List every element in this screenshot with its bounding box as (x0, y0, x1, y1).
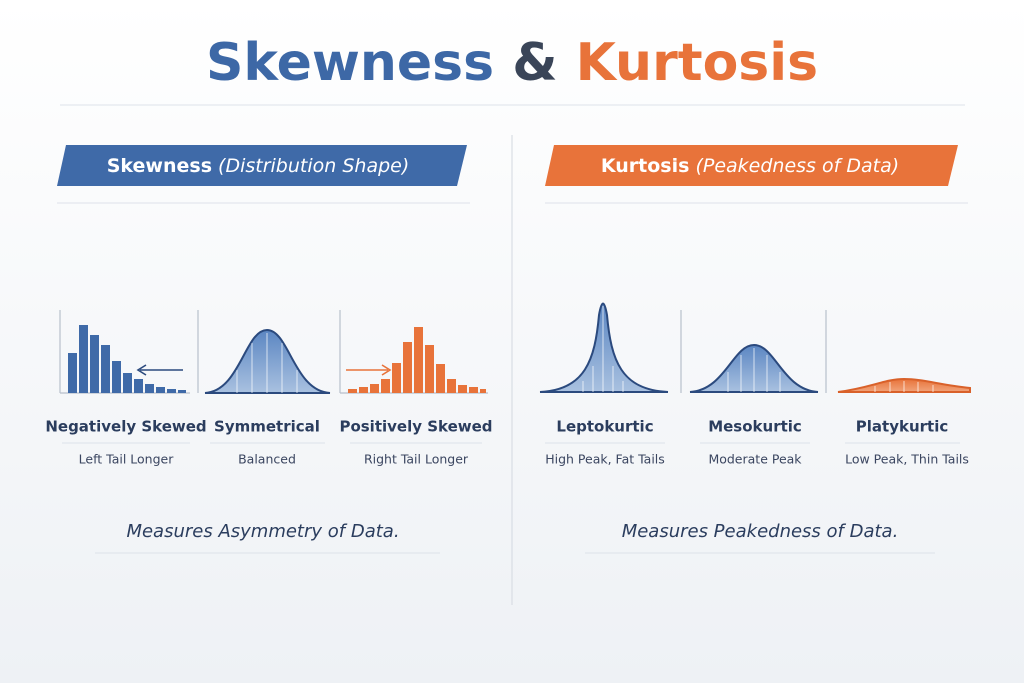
footer: Measures Asymmetry of Data. (126, 521, 399, 542)
symmetric-illustration (197, 310, 331, 394)
header-sub: (Distribution Shape) (218, 155, 409, 177)
item-name: Mesokurtic (708, 418, 802, 436)
banner (57, 145, 467, 186)
item-desc: Balanced (238, 452, 296, 467)
item-desc: Moderate Peak (708, 452, 802, 467)
header-sub: (Peakedness of Data) (695, 155, 899, 177)
mesokurtic-illustration (680, 310, 819, 393)
item-name: Leptokurtic (556, 418, 653, 436)
item-name: Symmetrical (214, 418, 320, 436)
banner-text: Kurtosis (Peakedness of Data) (601, 155, 899, 177)
item-name: Positively Skewed (339, 418, 492, 436)
item-desc: Right Tail Longer (364, 452, 469, 467)
neg-skew-illustration (59, 310, 190, 394)
banner (545, 145, 958, 186)
pos-skew-illustration (339, 310, 488, 394)
platykurtic-illustration (825, 310, 971, 393)
title-joiner: & (512, 33, 557, 93)
footer: Measures Peakedness of Data. (622, 521, 899, 542)
title-right: Kurtosis (576, 33, 818, 93)
title: Skewness & Kurtosis (206, 33, 818, 93)
item-name: Negatively Skewed (45, 418, 206, 436)
header: Skewness (107, 155, 212, 177)
header: Kurtosis (601, 155, 690, 177)
banner-text: Skewness (Distribution Shape) (107, 155, 410, 177)
item-name: Platykurtic (856, 418, 948, 436)
item-desc: High Peak, Fat Tails (545, 452, 665, 467)
title-left: Skewness (206, 33, 494, 93)
item-desc: Low Peak, Thin Tails (845, 452, 969, 467)
item-desc: Left Tail Longer (79, 452, 175, 467)
leptokurtic-illustration (539, 302, 669, 393)
